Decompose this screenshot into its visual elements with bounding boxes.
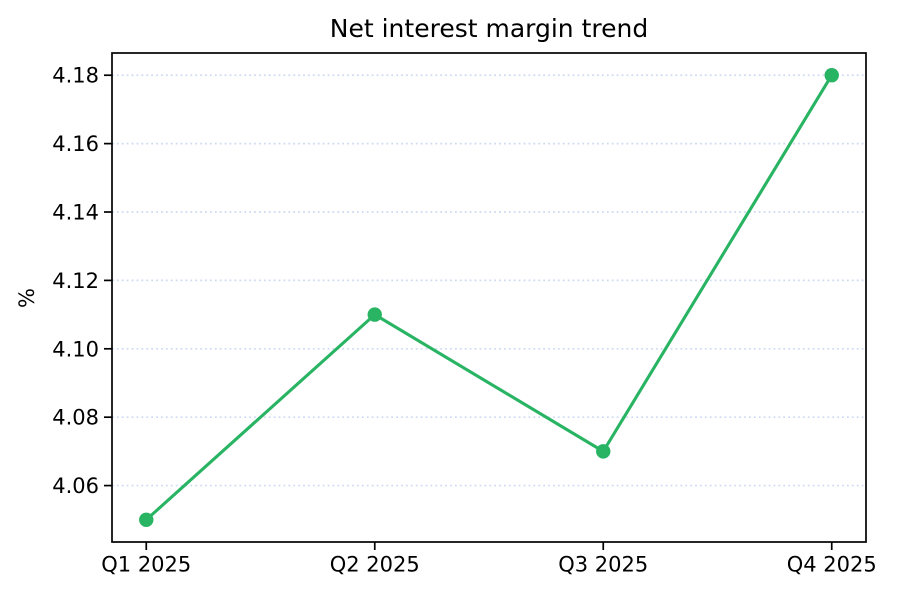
data-point [824, 68, 839, 83]
y-tick-label: 4.16 [52, 132, 99, 156]
y-tick-label: 4.14 [52, 201, 99, 225]
y-tick-label: 4.08 [52, 406, 99, 430]
y-tick-label: 4.12 [52, 269, 99, 293]
y-tick-label: 4.06 [52, 474, 99, 498]
data-point [367, 307, 382, 322]
y-tick-label: 4.10 [52, 337, 99, 361]
y-tick-label: 4.18 [52, 64, 99, 88]
chart-title: Net interest margin trend [329, 14, 649, 43]
data-point [139, 512, 154, 527]
x-tick-label: Q4 2025 [787, 553, 877, 577]
x-tick-label: Q1 2025 [101, 553, 191, 577]
x-tick-label: Q3 2025 [558, 553, 648, 577]
data-point [596, 444, 611, 459]
x-tick-label: Q2 2025 [330, 553, 420, 577]
y-axis-label: % [15, 288, 39, 308]
axes-spines [111, 52, 867, 543]
trend-line [144, 73, 834, 522]
